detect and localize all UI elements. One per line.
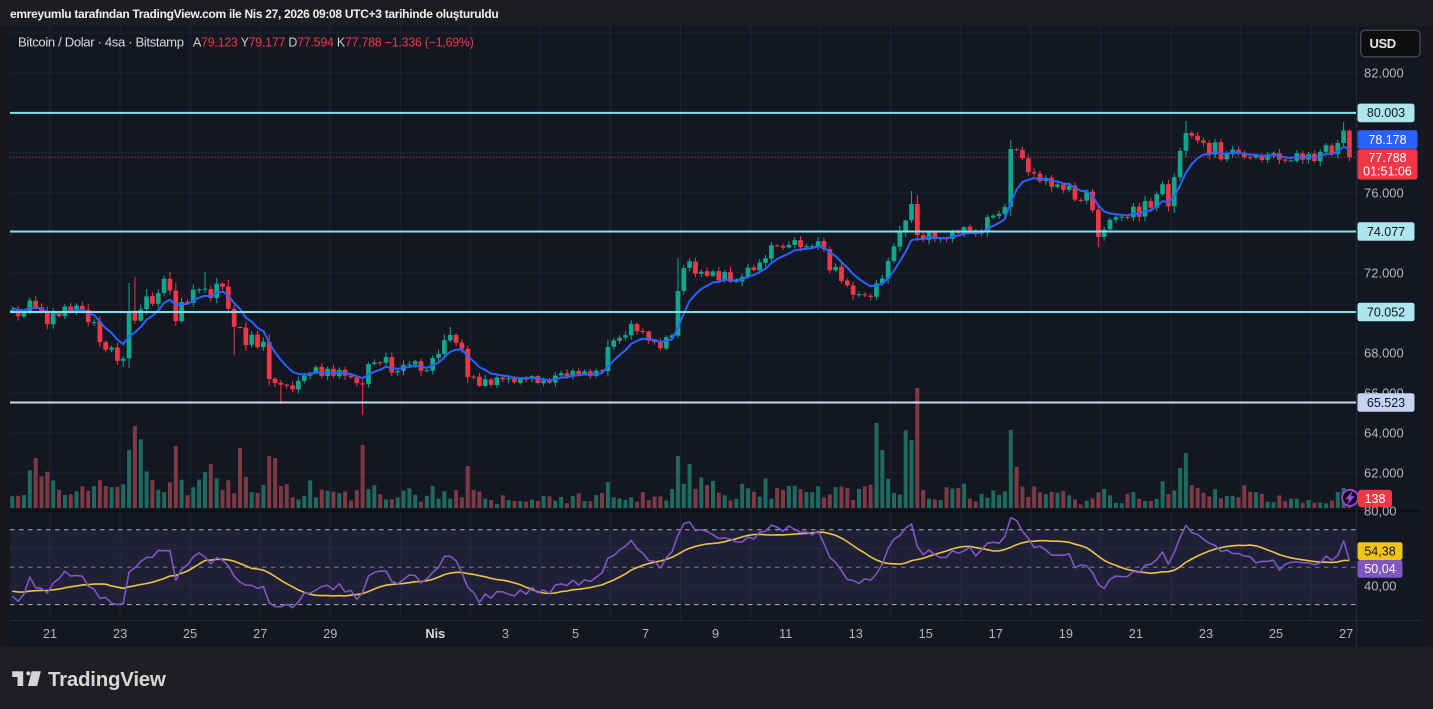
- svg-text:138: 138: [1365, 492, 1386, 506]
- svg-text:40,00: 40,00: [1364, 578, 1397, 593]
- svg-text:15: 15: [919, 626, 933, 641]
- svg-text:72.000: 72.000: [1364, 266, 1404, 281]
- svg-text:25: 25: [183, 626, 197, 641]
- svg-text:29: 29: [323, 626, 337, 641]
- svg-text:80.003: 80.003: [1367, 106, 1405, 120]
- svg-text:78.178: 78.178: [1368, 133, 1406, 147]
- svg-text:21: 21: [1129, 626, 1143, 641]
- svg-text:11: 11: [779, 626, 792, 641]
- svg-text:01:51:06: 01:51:06: [1363, 165, 1412, 179]
- svg-text:27: 27: [1339, 626, 1353, 641]
- svg-text:21: 21: [43, 626, 57, 641]
- svg-text:9: 9: [712, 626, 719, 641]
- svg-text:Nis: Nis: [425, 626, 445, 641]
- svg-text:23: 23: [113, 626, 127, 641]
- svg-text:27: 27: [253, 626, 267, 641]
- svg-text:USD: USD: [1370, 36, 1396, 51]
- svg-text:19: 19: [1059, 626, 1073, 641]
- svg-text:Bitcoin / Dolar · 4sa · Bitsta: Bitcoin / Dolar · 4sa · Bitstamp: [18, 35, 184, 50]
- svg-text:25: 25: [1269, 626, 1283, 641]
- svg-text:54,38: 54,38: [1364, 544, 1395, 558]
- svg-text:77.788: 77.788: [1368, 151, 1406, 165]
- svg-text:TradingView: TradingView: [48, 668, 166, 691]
- svg-text:23: 23: [1199, 626, 1213, 641]
- svg-text:3: 3: [502, 626, 509, 641]
- svg-text:5: 5: [572, 626, 579, 641]
- svg-text:17: 17: [989, 626, 1003, 641]
- svg-text:82.000: 82.000: [1364, 66, 1404, 81]
- svg-text:70.052: 70.052: [1367, 305, 1405, 319]
- svg-text:68.000: 68.000: [1364, 346, 1404, 361]
- svg-text:65.523: 65.523: [1367, 396, 1405, 410]
- svg-text:76.000: 76.000: [1364, 186, 1404, 201]
- svg-text:64.000: 64.000: [1364, 426, 1404, 441]
- svg-text:A79.123 Y79.177 D77.594 K77.78: A79.123 Y79.177 D77.594 K77.788 −1.336 (…: [193, 36, 474, 50]
- svg-text:13: 13: [849, 626, 863, 641]
- svg-text:50,04: 50,04: [1364, 562, 1395, 576]
- svg-text:74.077: 74.077: [1367, 225, 1405, 239]
- svg-text:62.000: 62.000: [1364, 466, 1404, 481]
- svg-text:7: 7: [642, 626, 649, 641]
- svg-text:emreyumlu tarafından TradingVi: emreyumlu tarafından TradingView.com ile…: [10, 7, 498, 21]
